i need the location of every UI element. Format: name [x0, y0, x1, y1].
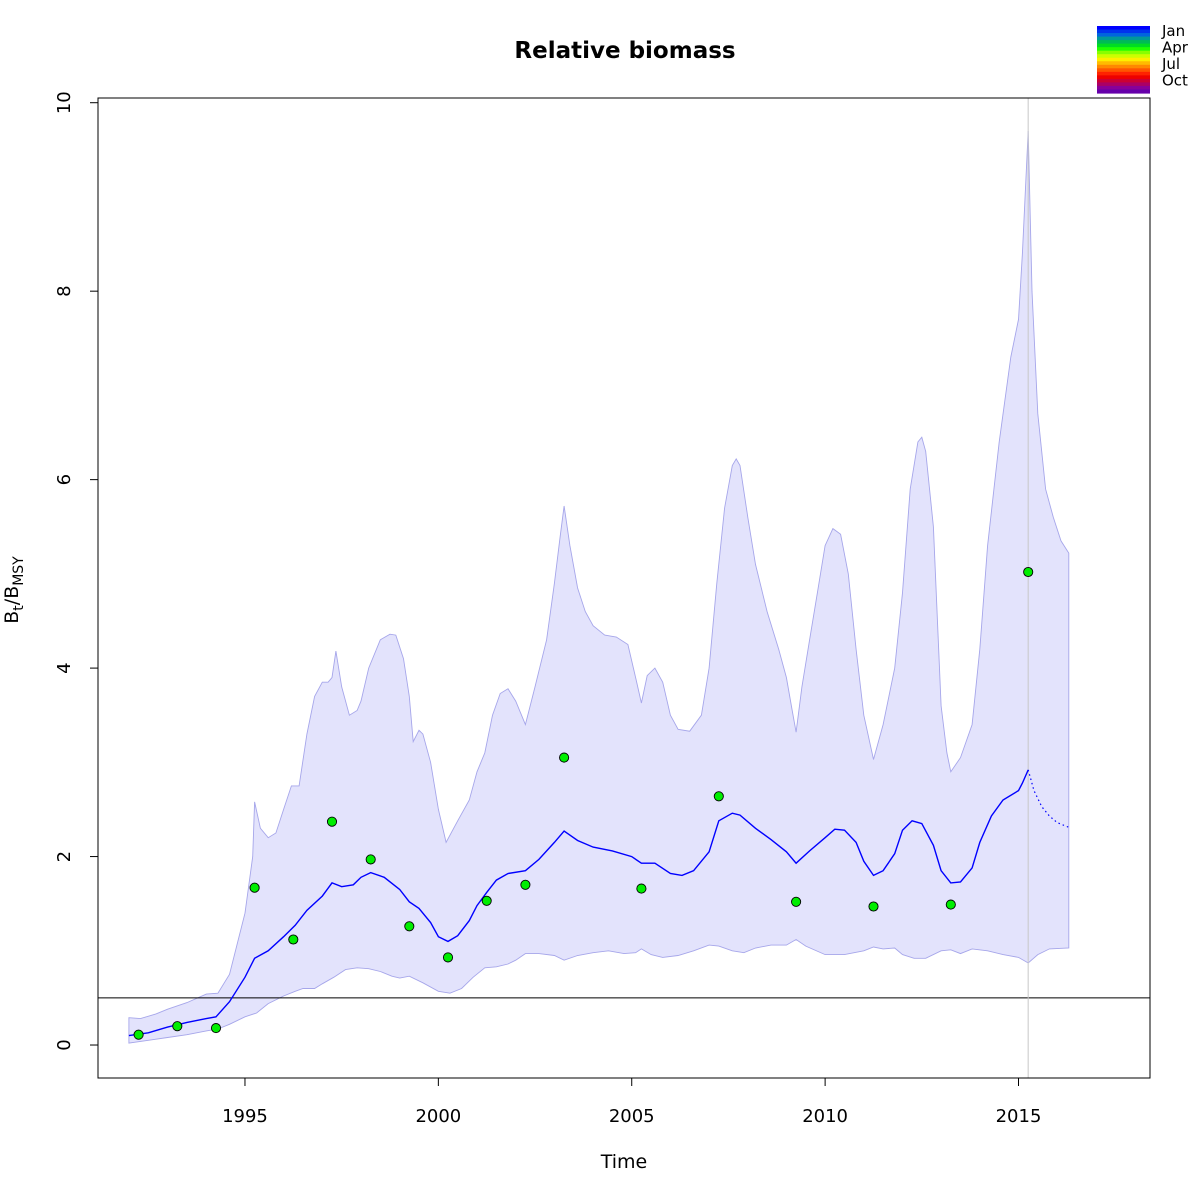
chart-title: Relative biomass	[514, 38, 735, 64]
observation-point	[1023, 566, 1034, 578]
y-axis: 0 2 4 6 8 10	[54, 91, 99, 1051]
x-tick-label: 1995	[222, 1106, 268, 1127]
y-axis-label: Bt/BMSY	[1, 556, 27, 624]
observation-point	[133, 1029, 144, 1040]
season-legend-swatch	[1097, 43, 1150, 48]
observation-point	[365, 854, 376, 865]
x-tick-label: 2010	[802, 1106, 848, 1127]
y-axis-label-sub1: t	[11, 605, 27, 611]
season-legend-swatch	[1097, 50, 1150, 55]
x-axis-label: Time	[600, 1151, 648, 1173]
x-tick-label: 2000	[415, 1106, 461, 1127]
y-tick-label: 0	[54, 1039, 75, 1050]
observation-point	[520, 879, 531, 890]
season-legend-swatch	[1097, 54, 1150, 59]
season-legend-swatch	[1097, 40, 1150, 45]
observation-point	[288, 934, 299, 945]
y-tick-label: 6	[54, 474, 75, 485]
season-legend-swatch	[1097, 89, 1150, 94]
observation-point	[713, 791, 724, 802]
y-tick-label: 2	[54, 851, 75, 862]
season-legend-label: Oct	[1162, 72, 1188, 90]
season-legend-swatch	[1097, 71, 1150, 76]
season-legend-swatch	[1097, 36, 1150, 41]
season-legend-swatch	[1097, 47, 1150, 52]
y-axis-label-main: B	[1, 611, 23, 624]
observation-point	[442, 952, 454, 963]
y-tick-label: 10	[54, 91, 75, 114]
observation-point	[791, 896, 802, 907]
observation-point	[481, 895, 492, 906]
season-legend-label: Apr	[1162, 39, 1189, 57]
y-axis-label-sub2: MSY	[11, 556, 27, 586]
plot-area	[98, 98, 1150, 1078]
season-legend-swatch	[1097, 78, 1150, 84]
observation-point	[326, 816, 338, 827]
season-legend-swatch	[1097, 75, 1150, 80]
observation-point	[249, 882, 260, 893]
observation-point	[868, 901, 879, 912]
season-legend-swatch	[1097, 61, 1150, 66]
y-axis-label-sep: /B	[1, 586, 23, 605]
y-tick-label: 4	[54, 662, 75, 673]
biomass-estimate-line	[128, 769, 1029, 1037]
x-axis: 1995 2000 2005 2010 2015	[222, 1077, 1042, 1127]
season-legend-swatch	[1097, 68, 1150, 73]
x-tick-label: 2005	[609, 1106, 655, 1127]
biomass-forecast-line	[1027, 769, 1070, 828]
season-legend-swatch	[1097, 57, 1150, 62]
observation-point	[945, 899, 956, 910]
x-tick-label: 2015	[996, 1106, 1042, 1127]
season-legend-swatch	[1097, 85, 1150, 91]
observation-point	[559, 752, 570, 763]
observation-point	[210, 1023, 222, 1034]
season-legend-label: Jan	[1161, 22, 1185, 40]
season-legend-swatch	[1097, 26, 1150, 31]
season-legend-swatch	[1097, 33, 1150, 38]
season-legend-label: Jul	[1161, 55, 1180, 73]
season-legend-swatch	[1097, 64, 1150, 69]
observation-point	[172, 1021, 183, 1032]
observation-point	[404, 921, 415, 932]
y-tick-label: 8	[54, 285, 75, 296]
confidence-band	[128, 130, 1070, 1044]
season-legend-swatch	[1097, 29, 1150, 34]
observation-point	[636, 883, 647, 894]
season-legend-swatch	[1097, 82, 1150, 87]
